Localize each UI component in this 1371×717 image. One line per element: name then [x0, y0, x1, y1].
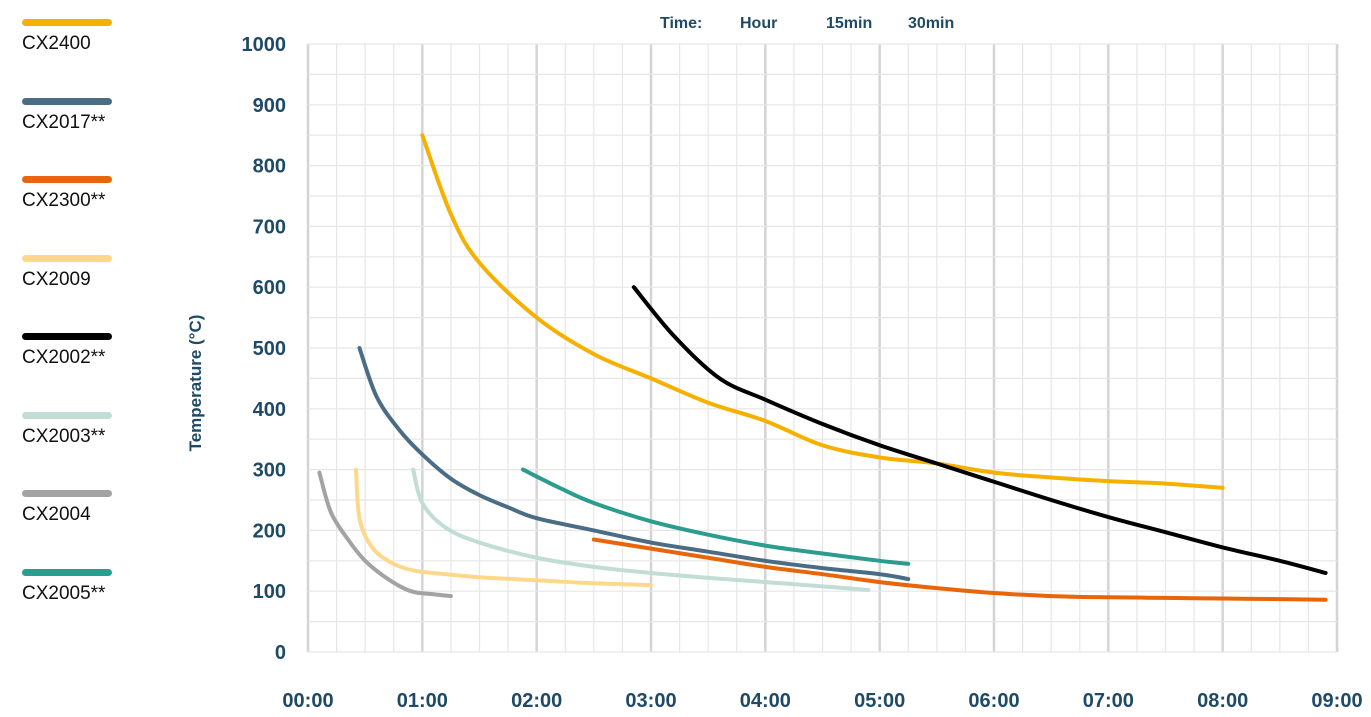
- x-tick-labels: 00:00 01:00 02:00 03:00 04:00 05:00 06:00 07:00…: [282, 690, 1362, 712]
- y-tick-label: 500: [253, 338, 286, 360]
- x-tick-label: 04:00: [740, 690, 791, 712]
- series-lines: [317, 133, 1328, 602]
- time-option-15min[interactable]: 15min: [826, 15, 872, 32]
- series-line-cx2017: [357, 346, 911, 582]
- legend-item[interactable]: CX2017**: [22, 97, 172, 158]
- grid: [306, 43, 1339, 653]
- legend-item[interactable]: CX2003**: [22, 411, 172, 472]
- legend-swatch: [22, 19, 112, 26]
- x-tick-label: 09:00: [1311, 690, 1362, 712]
- legend-label: CX2003**: [22, 425, 106, 447]
- time-scale-label: Time:: [660, 15, 702, 32]
- legend-item[interactable]: CX2300**: [22, 176, 172, 236]
- x-tick-label: 02:00: [511, 690, 562, 712]
- y-tick-label: 0: [275, 642, 286, 664]
- series-line-cx2005: [520, 467, 911, 566]
- series-line-cx2003: [411, 467, 871, 592]
- series-line-cx2002: [631, 285, 1328, 575]
- legend-label: CX2400: [22, 33, 91, 54]
- y-tick-label: 400: [253, 399, 286, 421]
- legend-swatch: [22, 568, 112, 576]
- x-tick-label: 03:00: [625, 690, 676, 712]
- legend-swatch: [22, 490, 112, 497]
- legend-label: CX2002**: [22, 347, 106, 368]
- legend-label: CX2300**: [22, 190, 106, 211]
- time-option-30min[interactable]: 30min: [908, 15, 954, 32]
- series-line-cx2300: [591, 537, 1328, 602]
- series-line-cx2004: [317, 470, 453, 599]
- y-tick-label: 200: [253, 520, 286, 542]
- legend-label: CX2005**: [22, 582, 106, 604]
- y-tick-label: 800: [253, 156, 286, 178]
- legend-swatch: [22, 254, 112, 262]
- legend-item[interactable]: CX2009: [22, 254, 172, 315]
- y-tick-label: 700: [253, 216, 286, 238]
- legend: CX2400 CX2017** CX2300** CX2009 CX2002** CX20…: [0, 0, 180, 717]
- legend-swatch: [22, 411, 112, 419]
- series-line-cx2009: [354, 467, 653, 588]
- legend-item[interactable]: CX2004: [22, 490, 172, 550]
- x-tick-label: 01:00: [397, 690, 448, 712]
- y-tick-label: 1000: [242, 34, 287, 56]
- legend-label: CX2017**: [22, 111, 106, 133]
- y-tick-label: 600: [253, 277, 286, 299]
- x-tick-label: 00:00: [282, 690, 333, 712]
- legend-swatch: [22, 333, 112, 340]
- x-tick-label: 08:00: [1197, 690, 1248, 712]
- legend-swatch: [22, 97, 112, 105]
- legend-item[interactable]: CX2005**: [22, 568, 172, 629]
- x-tick-label: 07:00: [1083, 690, 1134, 712]
- y-tick-label: 300: [253, 460, 286, 482]
- time-scale-selector: Time: Hour 15min 30min: [660, 15, 954, 32]
- legend-item[interactable]: CX2400: [22, 19, 172, 79]
- legend-label: CX2009: [22, 268, 91, 290]
- y-tick-labels: 0 100 200 300 400 500 600 700 800 900 1000: [242, 34, 287, 664]
- y-axis-title: Temperature (°C): [186, 315, 205, 452]
- y-tick-label: 900: [253, 95, 286, 117]
- legend-swatch: [22, 176, 112, 183]
- x-tick-label: 05:00: [854, 690, 905, 712]
- time-option-hour[interactable]: Hour: [740, 15, 777, 32]
- x-tick-label: 06:00: [968, 690, 1019, 712]
- y-tick-label: 100: [253, 581, 286, 603]
- legend-label: CX2004: [22, 504, 91, 525]
- series-line-cx2400: [420, 133, 1225, 490]
- legend-item[interactable]: CX2002**: [22, 333, 172, 393]
